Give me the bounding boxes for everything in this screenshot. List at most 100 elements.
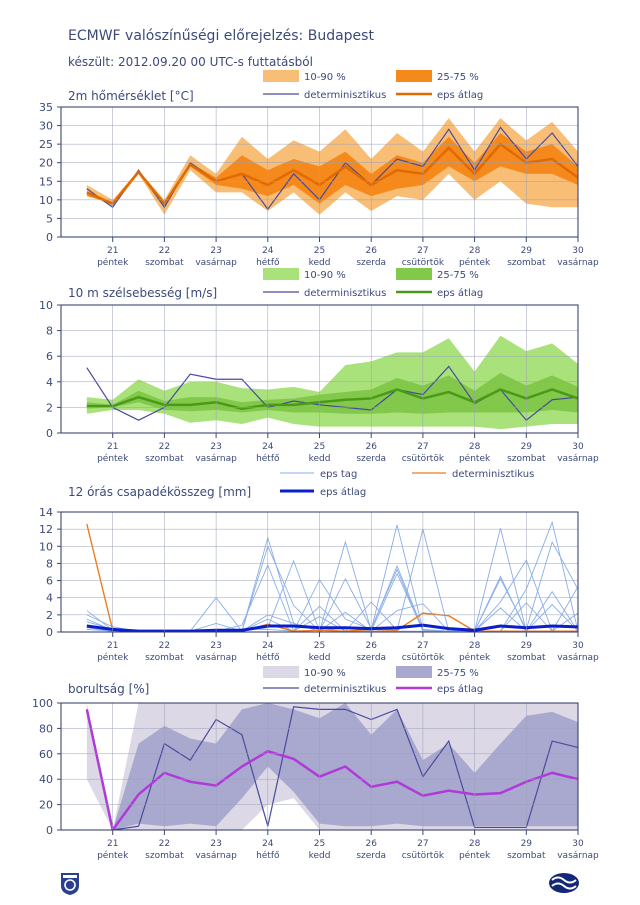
x-tick-weekday: szombat	[507, 454, 546, 464]
y-tick-label: 2	[46, 401, 53, 414]
x-tick-day: 26	[365, 442, 377, 452]
chart-panel-2: 10 m szélsebesség [m/s] 10-90 % 25-75 % det…	[39, 268, 599, 464]
x-tick-weekday: péntek	[97, 453, 129, 464]
y-tick-label: 4	[46, 376, 53, 389]
x-tick-day: 21	[107, 246, 118, 256]
x-tick-day: 22	[159, 839, 170, 849]
x-tick-day: 24	[262, 246, 274, 256]
legend-label-inner: 25-75 %	[437, 72, 479, 83]
meteogram-charts: 2m hőmérséklet [°C] 10-90 % 25-75 % determi…	[32, 70, 599, 860]
legend-label-outer: 10-90 %	[304, 668, 346, 679]
x-tick-day: 27	[417, 246, 428, 256]
x-tick-day: 30	[572, 641, 584, 651]
x-tick-day: 27	[417, 641, 428, 651]
x-tick-day: 30	[572, 246, 584, 256]
legend-label-member: eps tag	[320, 469, 357, 480]
x-tick-day: 25	[314, 246, 325, 256]
x-tick-day: 29	[521, 839, 533, 849]
x-tick-day: 21	[107, 641, 118, 651]
x-tick-day: 25	[314, 839, 325, 849]
x-tick-day: 28	[469, 246, 481, 256]
x-tick-day: 23	[210, 839, 221, 849]
legend-label-det: determinisztikus	[452, 469, 534, 480]
x-tick-day: 22	[159, 442, 170, 452]
x-tick-day: 29	[521, 246, 533, 256]
omsz-logo-icon	[61, 873, 79, 895]
legend-swatch-inner	[396, 268, 432, 280]
chart-panel-4: borultság [%] 10-90 % 25-75 % determiniszti…	[32, 666, 599, 860]
x-tick-day: 24	[262, 442, 274, 452]
legend-swatch-inner	[396, 666, 432, 678]
x-tick-weekday: szombat	[145, 454, 184, 464]
x-tick-day: 26	[365, 246, 377, 256]
y-tick-label: 100	[32, 697, 53, 710]
series-eps-member-2	[86, 524, 578, 632]
x-tick-day: 24	[262, 839, 274, 849]
x-tick-day: 28	[469, 641, 481, 651]
x-tick-weekday: péntek	[97, 257, 129, 268]
page-title: ECMWF valószínűségi előrejelzés: Budapes…	[68, 28, 374, 44]
y-tick-label: 6	[46, 350, 53, 363]
x-tick-weekday: csütörtök	[402, 653, 445, 663]
y-tick-label: 8	[46, 557, 53, 570]
x-tick-weekday: szombat	[507, 258, 546, 268]
x-tick-weekday: péntek	[459, 257, 491, 268]
x-tick-weekday: péntek	[459, 850, 491, 860]
plot-area	[85, 703, 578, 830]
legend-label-inner: 25-75 %	[437, 668, 479, 679]
x-tick-weekday: szerda	[356, 258, 386, 268]
y-tick-label: 40	[39, 773, 53, 786]
legend-swatch-outer	[263, 666, 299, 678]
x-tick-day: 21	[107, 839, 118, 849]
legend-label-mean: eps átlag	[437, 287, 483, 299]
legend-label-det: determinisztikus	[304, 288, 386, 299]
legend-swatch-outer	[263, 268, 299, 280]
y-tick-label: 8	[46, 325, 53, 338]
y-tick-label: 10	[39, 194, 53, 207]
series-eps-mean	[85, 709, 578, 830]
legend-label-det: determinisztikus	[304, 684, 386, 695]
y-tick-label: 0	[46, 626, 53, 639]
plot-area	[86, 118, 578, 215]
legend-label-mean: eps átlag	[437, 683, 483, 695]
x-tick-weekday: hétfő	[256, 850, 280, 860]
x-tick-day: 30	[572, 839, 584, 849]
chart-panel-3: 12 órás csapadékösszeg [mm] eps tag determ…	[39, 469, 599, 663]
x-tick-day: 26	[365, 641, 377, 651]
x-tick-day: 27	[417, 442, 428, 452]
x-tick-weekday: szerda	[356, 851, 386, 860]
x-tick-weekday: szombat	[145, 258, 184, 268]
legend-swatch-outer	[263, 70, 299, 82]
x-tick-weekday: csütörtök	[402, 258, 445, 268]
x-tick-weekday: szombat	[145, 653, 184, 663]
x-tick-day: 21	[107, 442, 118, 452]
x-tick-day: 27	[417, 839, 428, 849]
y-tick-label: 10	[39, 540, 53, 553]
series-eps-mean	[86, 142, 578, 206]
band-25-75	[86, 133, 578, 208]
series-deterministic	[86, 706, 578, 830]
x-tick-weekday: kedd	[309, 258, 331, 268]
x-tick-weekday: vasárnap	[195, 653, 237, 663]
chart-title: 2m hőmérséklet [°C]	[68, 89, 194, 103]
x-tick-weekday: vasárnap	[195, 454, 237, 464]
legend-label-mean: eps átlag	[437, 89, 483, 101]
y-tick-label: 4	[46, 592, 53, 605]
series-eps-mean	[86, 388, 578, 410]
x-tick-day: 23	[210, 246, 221, 256]
y-tick-label: 2	[46, 609, 53, 622]
x-tick-day: 26	[365, 839, 377, 849]
legend-swatch-inner	[396, 70, 432, 82]
x-tick-day: 25	[314, 641, 325, 651]
x-tick-weekday: péntek	[97, 850, 129, 860]
x-tick-day: 28	[469, 839, 481, 849]
plot-area	[86, 335, 578, 430]
plot-area	[86, 520, 578, 632]
y-tick-label: 10	[39, 299, 53, 312]
legend-label-det: determinisztikus	[304, 90, 386, 101]
legend-label-inner: 25-75 %	[437, 270, 479, 281]
chart-panel-1: 2m hőmérséklet [°C] 10-90 % 25-75 % determi…	[39, 70, 599, 268]
y-tick-label: 20	[39, 157, 53, 170]
x-tick-day: 22	[159, 641, 170, 651]
x-tick-day: 25	[314, 442, 325, 452]
